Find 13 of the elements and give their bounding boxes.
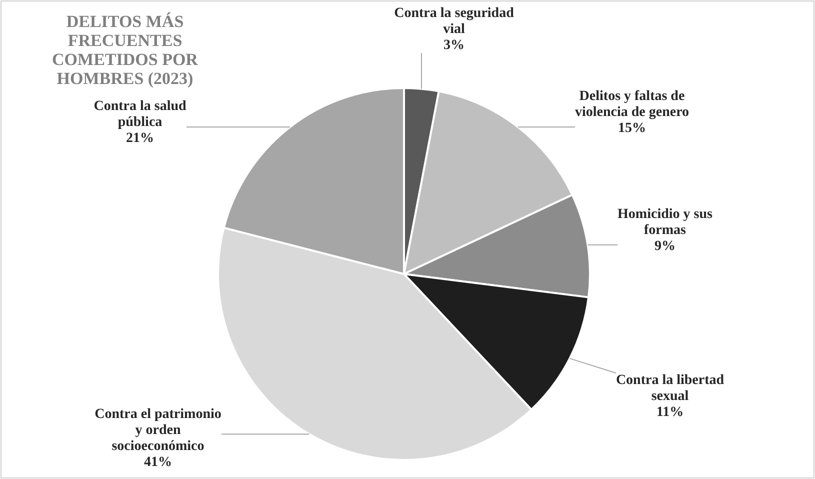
slice-label: Contra la libertad sexual — [616, 373, 724, 404]
slice-label: Contra el patrimonio y orden socioeconómico — [94, 407, 222, 454]
data-label: 3% — [444, 38, 464, 53]
data-label: 41% — [144, 455, 172, 470]
slice-label: Delitos y faltas de violencia de genero — [574, 89, 690, 120]
text: DELITOS MÁS FRECUENTES COMETIDOS POR HOMBRES (2023) — [52, 12, 199, 88]
data-label: 9% — [654, 239, 676, 254]
data-label: 15% — [618, 121, 646, 136]
slice-label: Contra la salud pública — [94, 99, 186, 130]
data-label: 21% — [126, 131, 154, 146]
slice-label: Homicidio y sus formas — [618, 207, 713, 238]
data-label: 11% — [656, 405, 684, 420]
slice-label: Contra la seguridad vial — [394, 6, 514, 37]
